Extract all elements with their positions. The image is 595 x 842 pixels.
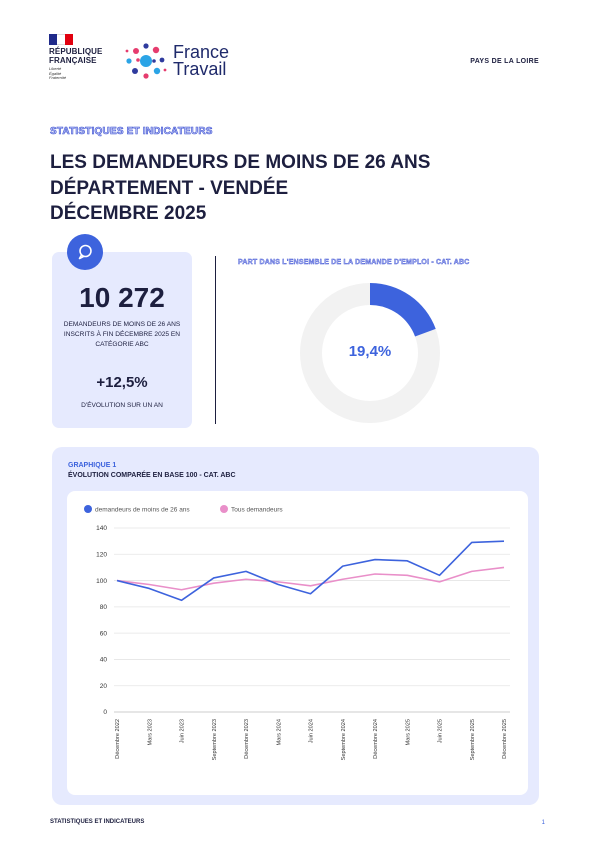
france-travail-logo: France Travail (123, 40, 229, 82)
x-tick-label: Juin 2025 (438, 719, 444, 743)
x-tick-label: Mars 2024 (276, 719, 282, 745)
speech-bubble-icon (67, 234, 103, 270)
legend-label: demandeurs de moins de 26 ans (95, 507, 190, 514)
x-tick-label: Décembre 2022 (115, 719, 121, 759)
x-tick-label: Septembre 2023 (212, 719, 218, 760)
share-donut-chart (300, 283, 440, 423)
x-tick-label: Décembre 2023 (244, 719, 250, 759)
footer-label: STATISTIQUES ET INDICATEURS (50, 819, 145, 825)
page-number: 1 (541, 820, 545, 826)
chart-plot-area: demandeurs de moins de 26 ans Tous demand… (67, 491, 528, 795)
republique-francaise-logo: RÉPUBLIQUE FRANÇAISE Liberté Égalité Fra… (49, 34, 109, 81)
line-chart: demandeurs de moins de 26 ans Tous demand… (84, 505, 510, 760)
french-flag-icon (49, 34, 73, 45)
vertical-divider (215, 256, 216, 424)
section-kicker: STATISTIQUES ET INDICATEURS (50, 126, 213, 138)
kpi-evolution-label: D'ÉVOLUTION SUR UN AN (81, 402, 163, 409)
donut-slice (370, 283, 436, 337)
legend-marker (220, 505, 228, 513)
series-line (116, 566, 505, 591)
rf-name: RÉPUBLIQUE FRANÇAISE (49, 47, 103, 65)
region-label: PAYS DE LA LOIRE (470, 58, 539, 65)
x-tick-label: Juin 2023 (180, 719, 186, 743)
x-tick-label: Septembre 2024 (341, 719, 347, 760)
x-tick-label: Décembre 2025 (502, 719, 508, 759)
kpi-description: DEMANDEURS DE MOINS DE 26 ANS INSCRITS À… (63, 321, 181, 348)
share-percent-label: 19,4% (348, 343, 392, 360)
france-travail-dots-icon (125, 43, 167, 79)
share-title: PART DANS L'ENSEMBLE DE LA DEMANDE D'EMP… (238, 259, 470, 266)
series-line (116, 540, 505, 602)
kpi-evolution: +12,5% (96, 374, 148, 391)
legend-item: Tous demandeurs (220, 505, 283, 514)
kpi-card: 10 272 DEMANDEURS DE MOINS DE 26 ANS INS… (52, 252, 192, 428)
y-tick-label: 20 (100, 683, 108, 690)
y-tick-label: 60 (100, 630, 108, 637)
y-tick-label: 100 (96, 578, 107, 585)
chart-title: ÉVOLUTION COMPARÉE EN BASE 100 - CAT. AB… (68, 472, 236, 479)
chart-card: GRAPHIQUE 1 ÉVOLUTION COMPARÉE EN BASE 1… (52, 447, 539, 805)
y-tick-label: 120 (96, 551, 107, 558)
x-tick-label: Septembre 2025 (470, 719, 476, 760)
y-tick-label: 40 (100, 657, 108, 664)
france-travail-name: France Travail (173, 42, 230, 79)
legend-item: demandeurs de moins de 26 ans (84, 505, 190, 514)
y-tick-label: 80 (100, 604, 108, 611)
kpi-value: 10 272 (79, 282, 165, 313)
x-tick-label: Décembre 2024 (373, 719, 379, 759)
rf-motto: Liberté Égalité Fraternité (49, 66, 67, 80)
y-tick-label: 140 (96, 525, 107, 532)
x-tick-label: Mars 2023 (147, 719, 153, 745)
legend-label: Tous demandeurs (231, 507, 283, 514)
page-title: LES DEMANDEURS DE MOINS DE 26 ANS DÉPART… (50, 152, 431, 224)
x-tick-label: Juin 2024 (309, 719, 315, 743)
x-tick-label: Mars 2025 (405, 719, 411, 745)
chart-kicker: GRAPHIQUE 1 (68, 462, 117, 469)
y-tick-label: 0 (103, 709, 107, 716)
legend-marker (84, 505, 92, 513)
